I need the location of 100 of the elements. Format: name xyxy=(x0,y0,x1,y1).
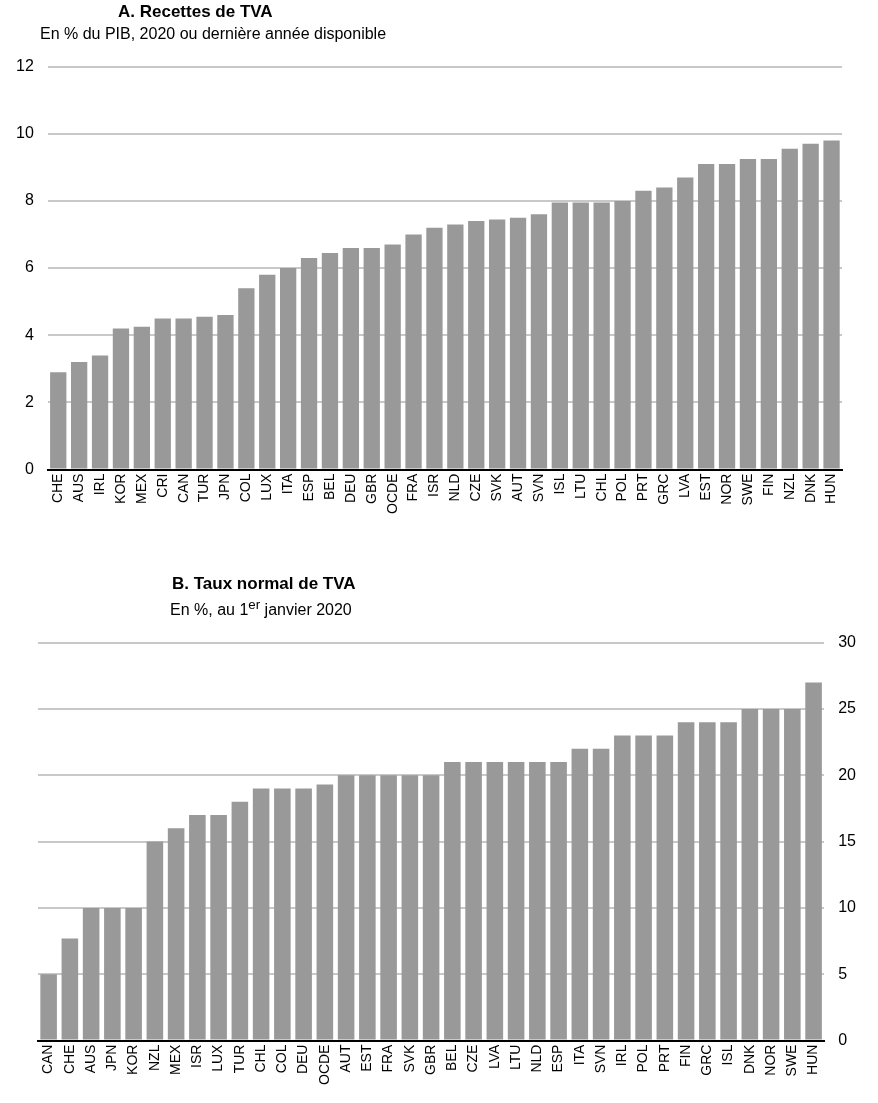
bar xyxy=(720,722,737,1040)
chart-subtitle: En %, au 1$^{er}$ janvier 2020 xyxy=(170,597,353,620)
x-tick-label: CZE xyxy=(464,1044,481,1073)
x-tick-label: KOR xyxy=(124,1044,141,1076)
x-tick-label: FIN xyxy=(759,473,776,497)
x-tick-label: LUX xyxy=(258,472,275,501)
bar xyxy=(699,722,716,1040)
x-tick-label: LUX xyxy=(209,1044,226,1073)
bar xyxy=(274,788,291,1040)
x-tick-label: OCDE xyxy=(315,1044,332,1086)
x-tick-label: MEX xyxy=(166,1044,183,1076)
bar xyxy=(592,749,610,1040)
bar xyxy=(405,234,422,469)
x-tick-label: ISR xyxy=(188,1044,205,1069)
x-tick-label: IRL xyxy=(613,1044,630,1067)
bar xyxy=(718,163,736,469)
bar xyxy=(252,788,270,1040)
x-tick-label: COL xyxy=(273,1044,290,1074)
bar xyxy=(189,815,206,1040)
bar xyxy=(61,938,79,1040)
bar xyxy=(259,274,276,469)
x-tick-label: JPN xyxy=(103,1044,120,1072)
x-tick-label: LVA xyxy=(676,472,693,498)
y-tick-label: 12 xyxy=(16,57,34,75)
bar xyxy=(231,802,249,1040)
bar xyxy=(656,735,674,1040)
x-tick-label: CHE xyxy=(60,1044,77,1075)
x-tick-label: ITA xyxy=(570,1044,587,1066)
bar xyxy=(593,202,610,469)
bar xyxy=(468,221,485,469)
bar xyxy=(509,217,527,469)
x-tick-label: POL xyxy=(634,1044,651,1073)
bar xyxy=(635,735,652,1040)
y-tick-label: 8 xyxy=(24,191,34,209)
bar xyxy=(40,974,57,1040)
bar xyxy=(614,200,631,469)
bar xyxy=(550,762,567,1040)
bar xyxy=(422,775,440,1040)
bar xyxy=(465,762,482,1040)
bar xyxy=(486,762,504,1040)
y2-tick-label: 25 xyxy=(838,699,857,717)
x-tick-label: IRL xyxy=(90,473,107,496)
x-tick-label: ESP xyxy=(549,1044,566,1073)
bar xyxy=(91,355,109,469)
bar xyxy=(50,372,67,469)
bar xyxy=(154,318,171,469)
x-tick-label: LTU xyxy=(571,473,588,499)
x-tick-label: PRT xyxy=(634,473,651,502)
bar xyxy=(762,709,780,1040)
x-tick-label: FRA xyxy=(404,472,421,502)
x-tick-label: NOR xyxy=(761,1044,778,1076)
y-tick-label: 6 xyxy=(24,258,34,276)
chart-title: B. Taux normal de TVA xyxy=(172,574,357,594)
x-tick-label: DNK xyxy=(740,1044,757,1075)
x-tick-label: GBR xyxy=(362,473,379,504)
x-tick-label: COL xyxy=(237,473,254,503)
x-tick-label: CAN xyxy=(174,473,191,504)
bar xyxy=(784,709,801,1040)
x-tick-label: DEU xyxy=(294,1044,311,1075)
bar xyxy=(300,258,318,469)
x-tick-label: GBR xyxy=(421,1044,438,1076)
x-tick-label: ISL xyxy=(550,473,567,495)
x-tick-label: GRC xyxy=(655,473,672,505)
x-tick-label: CHL xyxy=(251,1044,268,1073)
bar xyxy=(359,775,376,1040)
x-tick-label: FIN xyxy=(676,1044,693,1068)
bar xyxy=(316,784,334,1040)
bar xyxy=(146,841,164,1040)
bar xyxy=(551,202,568,469)
bar xyxy=(760,158,777,469)
bar xyxy=(805,682,822,1040)
x-tick-label: AUT xyxy=(336,1044,353,1073)
bar xyxy=(104,908,121,1040)
x-tick-label: SVN xyxy=(591,1044,608,1074)
x-tick-label: NZL xyxy=(780,473,797,500)
x-tick-label: ISR xyxy=(425,473,442,497)
bar xyxy=(802,143,819,469)
bar xyxy=(384,244,401,469)
x-tick-label: POL xyxy=(613,473,630,502)
bar xyxy=(656,187,673,469)
x-tick-label: SVN xyxy=(529,473,546,503)
x-tick-label: EST xyxy=(697,473,714,501)
y-tick-label: 4 xyxy=(24,325,34,343)
x-tick-label: MEX xyxy=(132,472,149,504)
bar xyxy=(196,316,213,469)
bar xyxy=(444,762,461,1040)
x-tick-label: AUS xyxy=(81,1044,98,1074)
bar xyxy=(133,326,150,469)
bar xyxy=(217,315,234,469)
bar xyxy=(401,775,419,1040)
x-tick-label: SWE xyxy=(738,473,755,506)
x-tick-label: FRA xyxy=(379,1044,396,1073)
bar xyxy=(342,247,359,469)
x-tick-label: BEL xyxy=(443,1044,460,1072)
bar xyxy=(530,214,548,469)
y2-tick-label: 20 xyxy=(838,765,857,783)
bar xyxy=(739,158,757,469)
x-tick-label: PRT xyxy=(655,1044,672,1073)
bar xyxy=(635,190,652,469)
y2-tick-label: 5 xyxy=(838,964,848,982)
